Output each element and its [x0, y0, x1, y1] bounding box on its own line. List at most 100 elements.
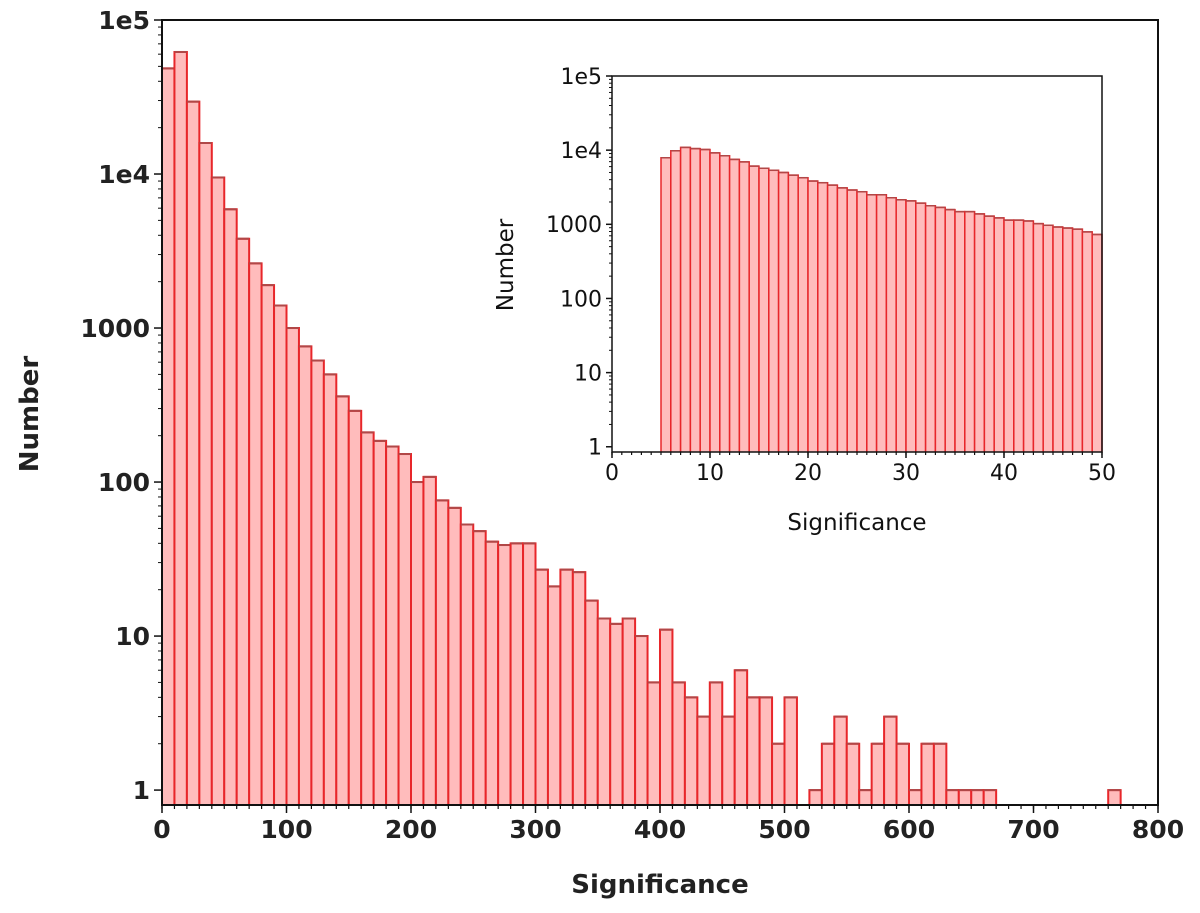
- main-bar: [859, 790, 872, 805]
- main-bar: [921, 743, 934, 805]
- main-bar: [983, 790, 997, 805]
- main-bar: [672, 682, 685, 805]
- main-bar: [684, 697, 698, 805]
- main-bar: [535, 569, 548, 805]
- inset-bar: [808, 181, 818, 452]
- inset-bar: [1004, 220, 1014, 452]
- main-bar: [398, 454, 411, 805]
- main-bar: [298, 346, 312, 805]
- inset-bar: [680, 147, 691, 453]
- main-x-tick-label: 400: [634, 815, 686, 844]
- main-y-tick-label: 1000: [80, 314, 150, 343]
- inset-bar: [945, 209, 955, 452]
- inset-bar: [778, 172, 789, 452]
- main-bar: [622, 618, 636, 805]
- inset-bar: [1043, 225, 1053, 452]
- inset-y-tick-label: 1000: [546, 213, 602, 238]
- inset-bar: [798, 177, 808, 452]
- main-bar: [722, 716, 735, 805]
- main-bar: [572, 572, 586, 805]
- main-x-tick-label: 600: [883, 815, 935, 844]
- main-bar: [971, 790, 984, 805]
- main-bar: [435, 500, 449, 805]
- inset-x-tick-label: 20: [794, 461, 822, 486]
- inset-x-tick-label: 0: [605, 461, 619, 486]
- main-y-tick-label: 1: [133, 776, 150, 805]
- main-bar: [323, 374, 337, 805]
- inset-bar: [994, 217, 1004, 452]
- main-bar: [772, 743, 785, 805]
- main-bar: [448, 507, 461, 805]
- main-bar: [199, 142, 212, 806]
- main-bar: [249, 263, 262, 805]
- main-x-tick-label: 200: [385, 815, 437, 844]
- main-bar: [274, 305, 287, 805]
- main-x-axis-label: Significance: [571, 870, 748, 900]
- main-bar: [162, 68, 175, 805]
- inset-bar: [857, 191, 867, 453]
- main-bar: [834, 716, 847, 805]
- main-bar: [224, 209, 237, 806]
- main-bar: [946, 790, 959, 805]
- main-bar: [896, 743, 909, 805]
- main-y-axis-label: Number: [15, 356, 45, 473]
- main-bar: [286, 328, 299, 805]
- main-bar: [411, 482, 424, 805]
- main-bar: [734, 670, 748, 805]
- main-bar: [523, 543, 536, 805]
- inset-x-tick-label: 50: [1088, 461, 1116, 486]
- main-bar: [261, 285, 275, 806]
- main-bar: [635, 636, 648, 805]
- inset-bar: [915, 203, 926, 452]
- inset-y-tick-label: 100: [560, 287, 602, 312]
- main-bar: [821, 743, 835, 805]
- main-bar: [660, 629, 673, 805]
- inset-y-tick-label: 1: [588, 436, 602, 461]
- inset-bar: [837, 187, 848, 452]
- inset-bar: [974, 213, 985, 452]
- main-bar: [585, 600, 598, 805]
- main-x-tick-label: 800: [1132, 815, 1184, 844]
- main-bar: [1108, 790, 1121, 805]
- main-bar: [909, 790, 922, 805]
- main-bar: [348, 410, 362, 805]
- inset-bar: [935, 207, 946, 452]
- main-y-tick-label: 1e4: [98, 160, 150, 189]
- main-bar: [311, 360, 324, 805]
- inset-x-axis-label: Significance: [787, 510, 926, 536]
- inset-bar: [906, 200, 916, 452]
- main-bar: [186, 101, 200, 806]
- main-bar: [336, 396, 349, 805]
- inset-y-tick-label: 1e4: [560, 139, 602, 164]
- inset-bar: [690, 148, 701, 453]
- inset-bar: [886, 197, 897, 452]
- inset-bar: [984, 216, 995, 452]
- main-bar: [871, 743, 885, 805]
- inset-bar: [759, 168, 769, 452]
- main-x-tick-label: 500: [758, 815, 810, 844]
- main-x-tick-label: 300: [509, 815, 561, 844]
- main-bar: [597, 618, 611, 805]
- inset-bar: [719, 155, 730, 452]
- inset-bar: [788, 175, 799, 453]
- inset-y-axis-label: Number: [493, 218, 519, 311]
- main-bar: [498, 545, 511, 805]
- main-bar: [709, 682, 723, 805]
- inset-x-tick-label: 30: [892, 461, 920, 486]
- inset-y-tick-label: 1e5: [560, 65, 602, 90]
- inset-bar: [964, 211, 975, 452]
- inset-bar: [847, 190, 857, 452]
- inset-bar: [1013, 220, 1024, 452]
- inset-x-tick-label: 40: [990, 461, 1018, 486]
- main-bar: [473, 531, 486, 805]
- inset-bar: [1023, 220, 1034, 452]
- main-bar: [510, 543, 524, 805]
- main-bar: [460, 524, 474, 805]
- main-axes: 0 100 200 300 400 500 600 700 80011010010001e41e…: [80, 6, 1184, 844]
- inset-bar: [768, 170, 779, 452]
- inset-bar: [1053, 226, 1063, 452]
- main-y-tick-label: 10: [115, 622, 150, 651]
- inset-bar: [1082, 231, 1093, 452]
- main-bar: [747, 697, 760, 805]
- main-bar: [809, 790, 822, 805]
